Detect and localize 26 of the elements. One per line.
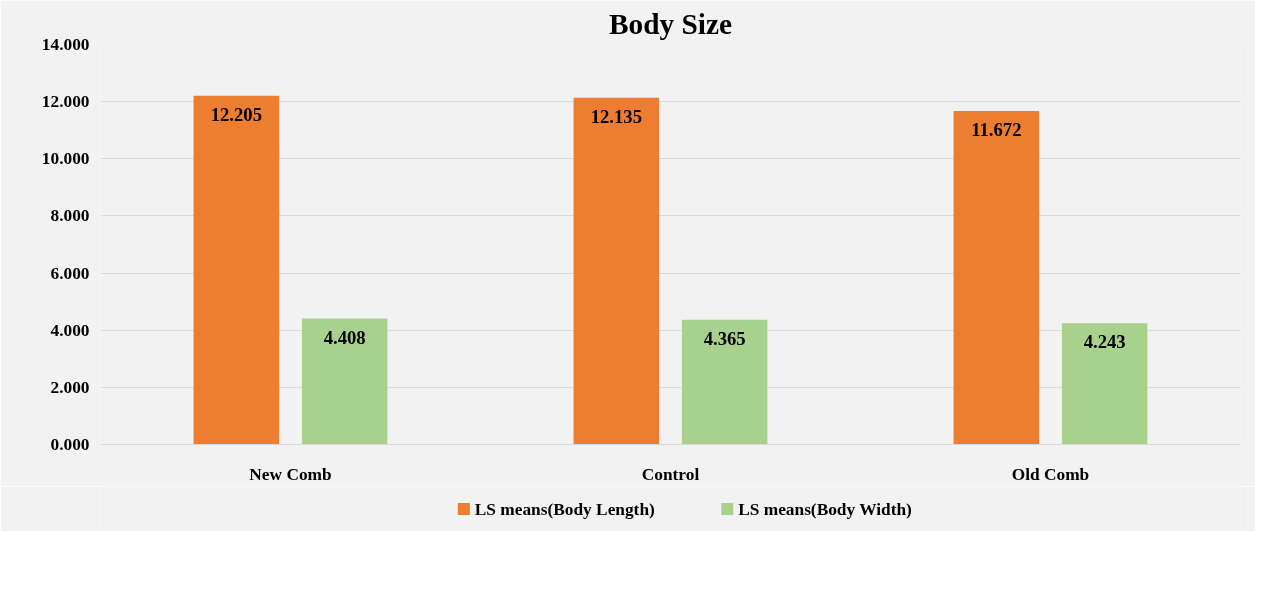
x-tick-label: New Comb — [249, 464, 332, 484]
bar — [1061, 323, 1148, 445]
data-label: 12.135 — [590, 105, 643, 127]
x-tick-label: Old Comb — [1011, 464, 1090, 484]
chart-title: Body Size — [608, 7, 733, 40]
y-tick-label: 8.000 — [50, 206, 90, 226]
x-tick-label: Control — [641, 464, 700, 484]
data-label: 4.243 — [1083, 331, 1126, 353]
y-tick-label: 10.000 — [41, 149, 90, 169]
y-tick-label: 4.000 — [50, 320, 90, 340]
y-tick-label: 14.000 — [41, 35, 90, 54]
bar — [681, 319, 768, 445]
y-tick-label: 12.000 — [41, 92, 90, 112]
legend-label: LS means(Body Width) — [738, 499, 913, 519]
bar — [301, 318, 388, 445]
y-tick-label: 6.000 — [50, 263, 90, 283]
data-label: 12.205 — [210, 103, 263, 125]
legend-label: LS means(Body Length) — [474, 499, 656, 519]
bar — [953, 111, 1040, 445]
y-tick-label: 2.000 — [50, 377, 90, 397]
y-tick-label: 0.000 — [50, 435, 90, 454]
bar — [193, 95, 280, 445]
bar — [573, 97, 660, 445]
data-label: 11.672 — [971, 119, 1022, 141]
data-label: 4.365 — [703, 327, 746, 349]
data-label: 4.408 — [323, 326, 366, 348]
